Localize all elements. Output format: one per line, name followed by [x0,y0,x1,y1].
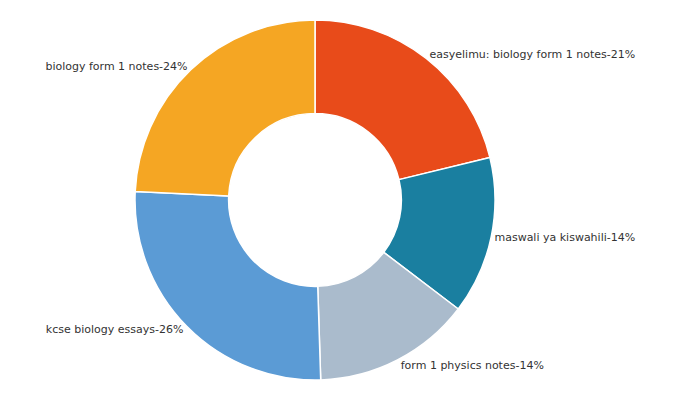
svg-text:biology form 1 notes-24%: biology form 1 notes-24% [45,60,187,73]
svg-text:easyelimu: biology form 1 note: easyelimu: biology form 1 notes-21% [430,48,636,61]
svg-text:form 1 physics notes-14%: form 1 physics notes-14% [401,359,544,372]
svg-text:kcse biology essays-26%: kcse biology essays-26% [46,323,184,336]
svg-text:maswali ya kiswahili-14%: maswali ya kiswahili-14% [494,231,635,244]
